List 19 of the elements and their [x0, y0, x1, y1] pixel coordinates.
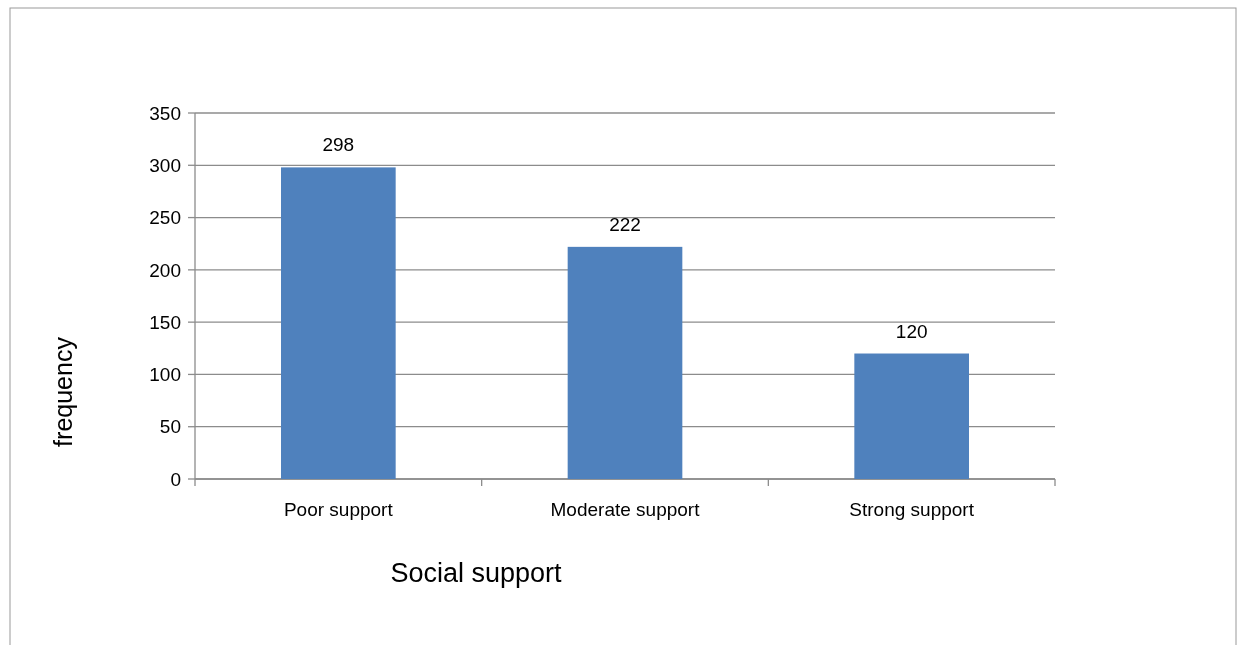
bar: [854, 353, 969, 479]
data-label: 222: [609, 213, 641, 235]
data-label: 298: [322, 134, 355, 156]
y-tick-label: 0: [170, 468, 181, 490]
data-label: 120: [895, 320, 928, 342]
y-axis-title: frequency: [49, 336, 77, 447]
y-tick-label: 200: [149, 259, 181, 281]
x-tick-label: Strong support: [849, 499, 975, 520]
x-tick-label: Poor support: [283, 499, 394, 520]
y-tick-label: 300: [149, 154, 181, 176]
y-tick-label: 350: [149, 102, 181, 124]
x-tick-label: Moderate support: [550, 499, 701, 520]
y-tick-label: 150: [149, 311, 181, 333]
x-axis-title: Social support: [390, 558, 563, 588]
bar: [281, 167, 396, 479]
y-tick-label: 250: [149, 207, 181, 229]
y-tick-label: 100: [149, 364, 181, 386]
bar: [567, 246, 683, 479]
y-tick-label: 50: [159, 416, 181, 438]
